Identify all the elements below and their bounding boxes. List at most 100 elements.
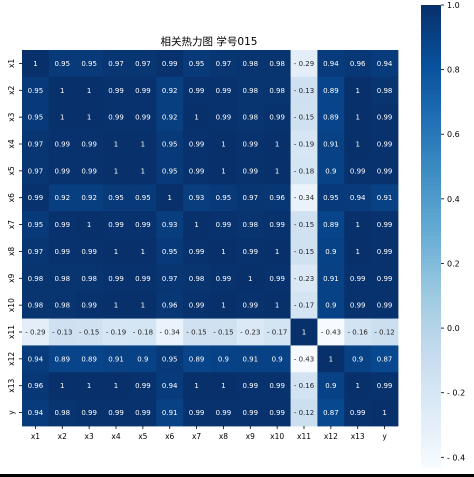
colorbar-gradient-step <box>421 89 441 95</box>
heatmap-cell-x12-x11 <box>290 345 318 373</box>
cell-value-label: 1 <box>221 141 225 149</box>
colorbar-gradient-step <box>421 216 441 222</box>
cell-value-label: 0.95 <box>162 248 178 256</box>
cell-value-label: 0.99 <box>28 194 44 202</box>
colorbar-gradient-step <box>421 270 441 275</box>
cell-value-label: - 0.23 <box>294 275 314 283</box>
cell-value-label: 0.99 <box>108 221 124 229</box>
heatmap-cell-x8-x4 <box>102 238 130 266</box>
heatmap-cell-x8-x11 <box>290 238 318 266</box>
colorbar-tick-label: 1.0 <box>447 1 460 10</box>
cell-value-label: 0.94 <box>377 60 393 68</box>
cell-value-label: 0.95 <box>28 221 44 229</box>
cell-value-label: - 0.13 <box>52 329 72 337</box>
heatmap-cell-x1-x11 <box>290 50 318 78</box>
cell-value-label: 0.97 <box>28 248 44 256</box>
heatmap-cell-x11-x8 <box>210 318 238 346</box>
cell-value-label: 0.96 <box>162 302 178 310</box>
cell-value-label: - 0.29 <box>25 329 45 337</box>
heatmap-cell-x11-x3 <box>75 318 103 346</box>
heatmap-cell-x10-x5 <box>129 291 157 319</box>
cell-value-label: 0.99 <box>377 221 393 229</box>
cell-value-label: 0.93 <box>162 221 178 229</box>
colorbar: 1.0 0.8 0.6 0.4 0.2 0.0 - 0.2 - 0.4 <box>421 1 465 468</box>
colorbar-gradient-step <box>421 266 441 272</box>
heatmap-cell-x9-x11 <box>290 264 318 293</box>
cell-value-label: 1 <box>382 409 386 417</box>
heatmap-cell-x2-x5 <box>129 76 157 105</box>
x-tick-label: x7 <box>192 432 201 441</box>
heatmap-cell-x7-x7 <box>183 211 211 239</box>
cell-value-label: 0.94 <box>28 355 44 363</box>
colorbar-gradient-step <box>421 247 441 252</box>
colorbar-gradient-step <box>421 162 441 168</box>
cell-value-label: 0.89 <box>54 355 70 363</box>
cell-value-label: 1 <box>114 302 118 310</box>
heatmap-cell-x13-x8 <box>210 372 238 400</box>
cell-value-label: 0.95 <box>189 60 205 68</box>
heatmap-cell-x12-x3 <box>75 345 103 373</box>
colorbar-gradient-step <box>421 459 441 464</box>
heatmap-cell-x9-x13 <box>344 264 372 293</box>
heatmap-cell-x11-y <box>371 318 399 346</box>
heatmap-cell-x6-x11 <box>290 184 318 212</box>
cell-value-label: - 0.15 <box>213 329 233 337</box>
cell-value-label: 0.89 <box>189 355 205 363</box>
colorbar-gradient-step <box>421 336 441 341</box>
y-tick-label: x7 <box>7 220 16 229</box>
cell-value-label: - 0.19 <box>106 329 126 337</box>
colorbar-gradient-step <box>421 332 441 337</box>
cell-value-label: 0.97 <box>216 60 232 68</box>
heatmap-cell-x2-x3 <box>75 76 103 105</box>
colorbar-gradient-step <box>421 74 441 79</box>
colorbar-gradient-step <box>421 232 441 237</box>
cell-value-label: - 0.43 <box>294 355 314 363</box>
x-tick-label: x6 <box>165 432 174 441</box>
cell-value-label: 0.99 <box>350 302 366 310</box>
cell-value-label: - 0.34 <box>294 194 315 202</box>
cell-value-label: - 0.17 <box>267 329 287 337</box>
y-tick-label: x10 <box>7 298 16 312</box>
colorbar-gradient-step <box>421 31 441 37</box>
cell-value-label: 0.9 <box>272 355 283 363</box>
heatmap-cell-x6-x5 <box>129 184 157 212</box>
cell-value-label: - 0.23 <box>240 329 260 337</box>
cell-value-label: 1 <box>60 382 64 390</box>
cell-value-label: 1 <box>355 221 359 229</box>
heatmap-cell-x7-x5 <box>129 211 157 239</box>
heatmap-cell-x6-x10 <box>263 184 291 212</box>
colorbar-tick-label: 0.2 <box>447 259 460 268</box>
heatmap-cell-x5-x5 <box>129 157 157 185</box>
cell-value-label: 0.99 <box>189 141 205 149</box>
cell-value-label: 0.9 <box>325 167 336 175</box>
cell-value-label: - 0.16 <box>294 382 315 390</box>
cell-value-label: 1 <box>141 167 145 175</box>
x-tick-label: x3 <box>85 432 94 441</box>
colorbar-gradient-step <box>421 224 441 229</box>
colorbar-gradient-step <box>421 359 441 364</box>
heatmap-cell-y-x10 <box>263 399 291 427</box>
colorbar-gradient-step <box>421 455 441 460</box>
cell-value-label: 0.92 <box>81 194 97 202</box>
cell-value-label: 0.99 <box>135 87 151 95</box>
colorbar-gradient-step <box>421 205 441 210</box>
cell-value-label: 1 <box>355 248 359 256</box>
cell-value-label: 1 <box>114 248 118 256</box>
cell-value-label: 0.89 <box>323 87 339 95</box>
heatmap-cell-x4-x10 <box>263 130 291 158</box>
cell-value-label: 0.99 <box>81 248 97 256</box>
cell-value-label: 0.95 <box>162 167 178 175</box>
heatmap-cell-x10-x6 <box>156 291 184 319</box>
colorbar-gradient-step <box>421 262 441 268</box>
cell-value-label: 0.99 <box>108 114 124 122</box>
heatmap-cell-x2-x12 <box>317 76 345 105</box>
heatmap-cell-x1-x2 <box>48 50 77 78</box>
colorbar-gradient-step <box>421 220 441 225</box>
colorbar-gradient-step <box>421 43 441 48</box>
cell-value-label: 0.99 <box>242 167 258 175</box>
heatmap-cell-x4-x3 <box>75 130 103 158</box>
cell-value-label: - 0.12 <box>374 329 394 337</box>
cell-value-label: 1 <box>87 221 91 229</box>
heatmap-cell-x7-x11 <box>290 211 318 239</box>
heatmap-cell-y-x11 <box>290 399 318 427</box>
